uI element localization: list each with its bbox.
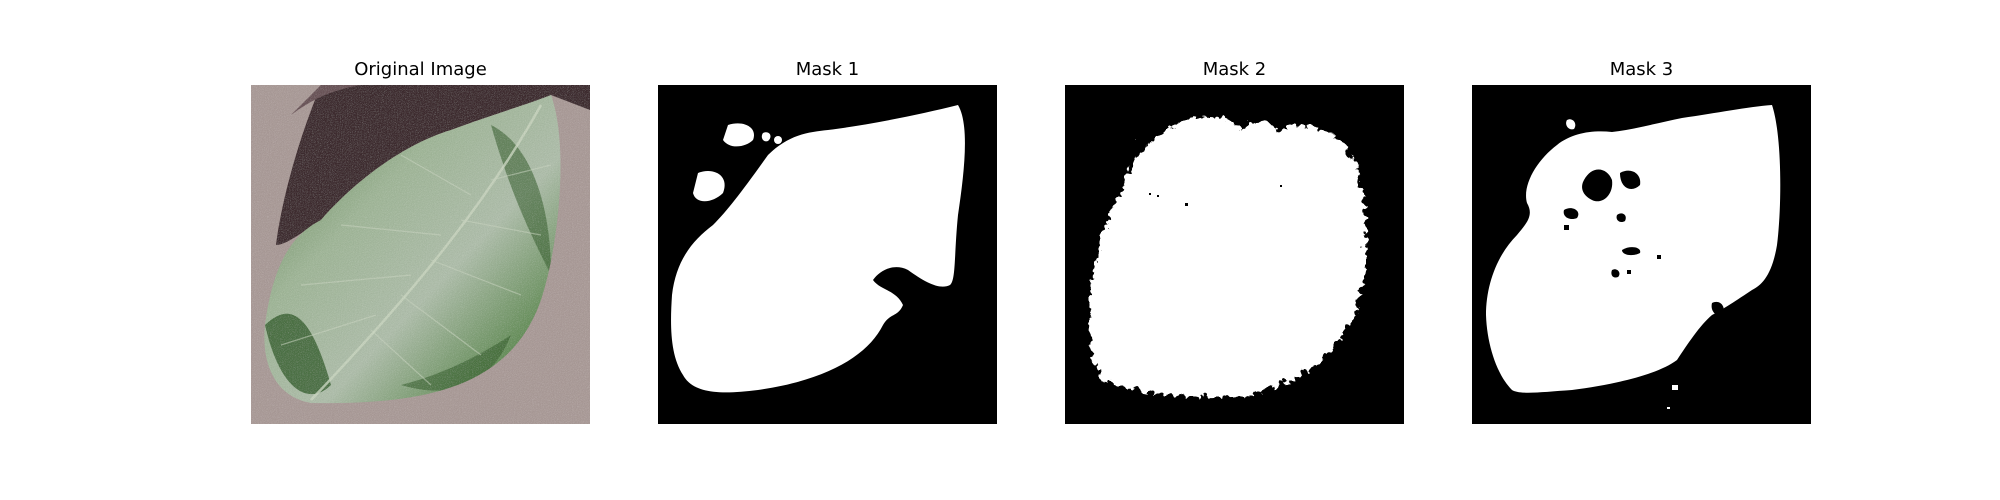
panel-title: Original Image [354,59,487,80]
segmentation-mask-1 [658,85,997,424]
panel-mask-2: Mask 2 [1065,55,1404,426]
panel-original-image: Original Image [251,55,590,426]
panel-title: Mask 2 [1202,59,1267,80]
original-leaf-photo [251,85,590,424]
panel-mask-3: Mask 3 [1472,55,1811,426]
panel-title: Mask 3 [1609,59,1674,80]
segmentation-mask-3 [1472,85,1811,424]
panel-mask-1: Mask 1 [658,55,997,426]
segmentation-mask-2 [1065,85,1404,424]
panel-title: Mask 1 [795,59,860,80]
